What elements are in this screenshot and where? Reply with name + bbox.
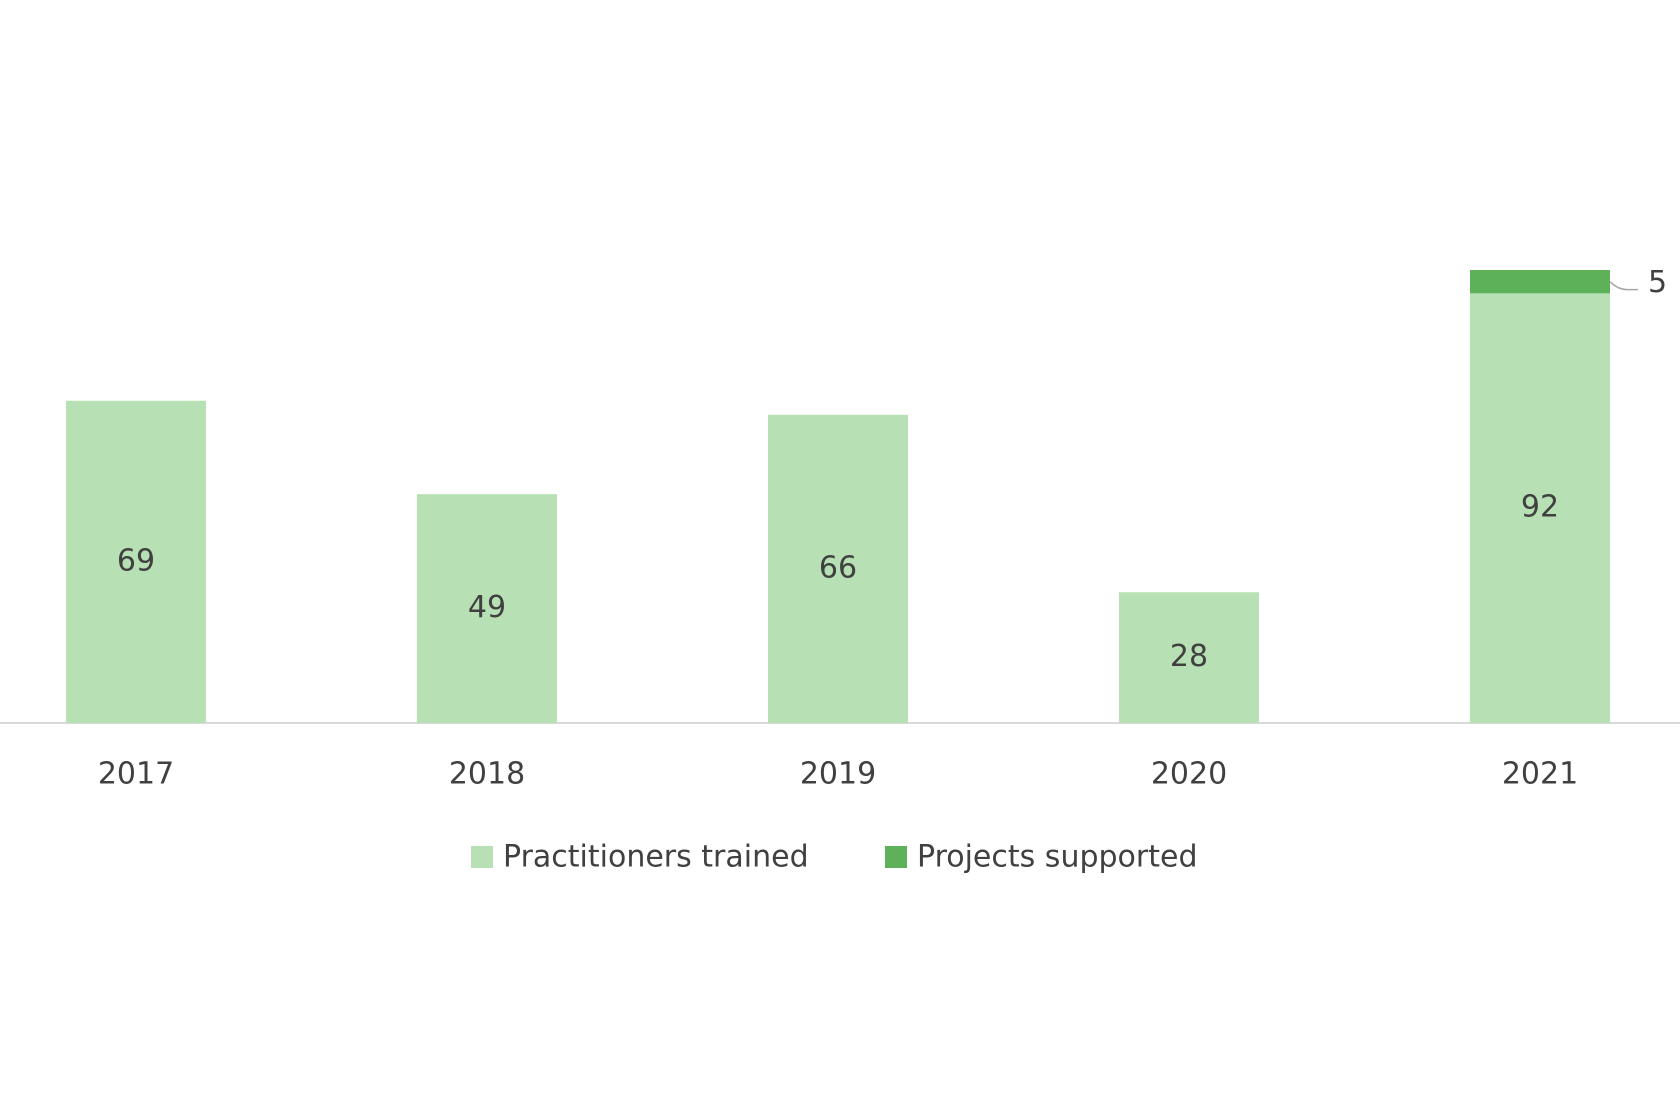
legend-swatch — [885, 846, 907, 868]
x-tick-label: 2021 — [1502, 757, 1578, 792]
x-tick-label: 2018 — [449, 757, 525, 792]
bar-segment — [1470, 270, 1610, 294]
data-label: 92 — [1521, 490, 1559, 525]
x-tick-label: 2017 — [98, 757, 174, 792]
bar-segment — [1470, 293, 1610, 723]
x-tick-label: 2019 — [800, 757, 876, 792]
data-label: 66 — [819, 550, 857, 585]
bar-segment — [768, 414, 908, 723]
legend-swatch — [471, 846, 493, 868]
data-label: 28 — [1170, 639, 1208, 674]
bar-segment — [417, 494, 557, 723]
bar-segment — [1119, 592, 1259, 723]
x-tick-label: 2020 — [1151, 757, 1227, 792]
legend-label: Projects supported — [917, 840, 1198, 875]
data-label: 5 — [1648, 265, 1667, 300]
legend-label: Practitioners trained — [503, 840, 809, 875]
bar-segment — [66, 400, 206, 723]
data-label: 49 — [468, 590, 506, 625]
leader-line — [1609, 281, 1638, 291]
data-label: 69 — [117, 543, 155, 578]
